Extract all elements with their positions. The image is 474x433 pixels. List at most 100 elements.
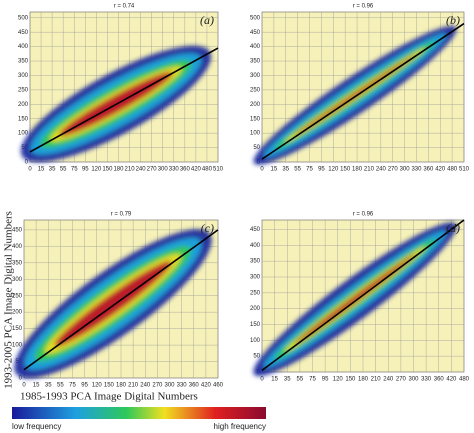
x-tick-label: 420 [191, 167, 202, 173]
x-tick-label: 75 [69, 383, 76, 389]
x-tick-label: 420 [446, 377, 457, 383]
y-tick-label: 450 [12, 227, 23, 233]
y-tick-label: 400 [250, 243, 261, 249]
y-tick-label: 350 [12, 260, 23, 266]
x-tick-label: 75 [71, 167, 78, 173]
x-tick-label: 35 [282, 167, 289, 173]
x-tick-label: 360 [434, 377, 445, 383]
y-tick-label: 150 [250, 322, 261, 328]
x-tick-label: 150 [104, 383, 115, 389]
x-tick-label: 210 [364, 167, 375, 173]
y-tick-label: 250 [18, 87, 29, 93]
y-tick-label: 300 [12, 277, 23, 283]
x-tick-label: 0 [260, 377, 264, 383]
x-tick-label: 35 [284, 377, 291, 383]
x-tick-label: 75 [309, 377, 316, 383]
x-tick-label: 510 [213, 167, 224, 173]
x-tick-label: 300 [408, 377, 419, 383]
x-tick-label: 35 [49, 167, 56, 173]
y-tick-label: 100 [18, 131, 29, 137]
x-tick-label: 120 [92, 383, 103, 389]
y-tick-label: 0 [19, 376, 23, 382]
y-tick-label: 400 [12, 244, 23, 250]
colorbar-low: low frequency [12, 422, 61, 431]
panel-title: r = 0.96 [353, 212, 374, 218]
x-tick-label: 95 [322, 377, 329, 383]
x-tick-label: 240 [140, 383, 151, 389]
colorbar-high: high frequency [214, 422, 266, 431]
x-tick-label: 330 [177, 383, 188, 389]
y-tick-label: 350 [250, 259, 261, 265]
x-tick-label: 210 [371, 377, 382, 383]
x-tick-label: 15 [33, 383, 40, 389]
panel-label: (a) [200, 13, 214, 27]
x-tick-label: 55 [57, 383, 64, 389]
fit-line [29, 47, 219, 153]
x-tick-label: 55 [60, 167, 67, 173]
panel-label: (b) [446, 13, 460, 27]
x-tick-label: 420 [435, 167, 446, 173]
fit-line [261, 219, 465, 372]
x-tick-label: 0 [28, 167, 32, 173]
y-tick-label: 450 [18, 30, 29, 36]
y-tick-label: 0 [25, 160, 29, 166]
y-tick-label: 200 [18, 102, 29, 108]
y-tick-label: 350 [250, 59, 261, 65]
y-tick-label: 150 [250, 116, 261, 122]
x-tick-label: 330 [421, 377, 432, 383]
y-tick-label: 450 [250, 227, 261, 233]
x-axis-label: 1985-1993 PCA Image Digital Numbers [20, 391, 198, 403]
panel-title: r = 0.96 [353, 4, 374, 10]
x-tick-label: 55 [294, 167, 301, 173]
fit-line [261, 22, 465, 160]
y-tick-label: 400 [250, 44, 261, 50]
y-tick-label: 100 [250, 338, 261, 344]
x-tick-label: 240 [136, 167, 147, 173]
x-tick-label: 180 [113, 167, 124, 173]
x-tick-label: 210 [125, 167, 136, 173]
x-tick-label: 300 [400, 167, 411, 173]
y-tick-label: 250 [250, 290, 261, 296]
density-layer [294, 254, 416, 345]
y-tick-label: 50 [253, 145, 260, 151]
x-tick-label: 15 [271, 167, 278, 173]
x-tick-label: 240 [376, 167, 387, 173]
y-tick-label: 500 [18, 15, 29, 21]
x-tick-label: 180 [352, 167, 363, 173]
y-tick-label: 100 [12, 343, 23, 349]
y-tick-label: 150 [12, 326, 23, 332]
y-tick-label: 100 [250, 131, 261, 137]
x-tick-label: 180 [358, 377, 369, 383]
x-tick-label: 120 [333, 377, 344, 383]
x-tick-label: 300 [164, 383, 175, 389]
x-tick-label: 270 [396, 377, 407, 383]
y-tick-label: 250 [250, 87, 261, 93]
x-tick-label: 180 [116, 383, 127, 389]
x-tick-label: 510 [459, 167, 470, 173]
x-tick-label: 420 [201, 383, 212, 389]
x-tick-label: 35 [45, 383, 52, 389]
x-tick-label: 270 [152, 383, 163, 389]
panel-label: (c) [201, 221, 214, 235]
y-tick-label: 150 [18, 116, 29, 122]
x-tick-label: 270 [388, 167, 399, 173]
x-tick-label: 15 [38, 167, 45, 173]
density-cloud [253, 222, 457, 377]
density-layer [54, 261, 172, 347]
panel-title: r = 0.74 [114, 4, 135, 10]
x-tick-label: 120 [91, 167, 102, 173]
x-tick-label: 120 [328, 167, 339, 173]
y-tick-label: 450 [250, 30, 261, 36]
x-tick-label: 240 [383, 377, 394, 383]
x-tick-label: 460 [213, 383, 224, 389]
y-tick-label: 300 [250, 275, 261, 281]
y-tick-label: 400 [18, 44, 29, 50]
y-tick-label: 200 [250, 306, 261, 312]
y-tick-label: 50 [253, 354, 260, 360]
x-tick-label: 0 [260, 167, 264, 173]
y-axis-label: 1993-2005 PCA Image Digital Numbers [3, 211, 15, 389]
x-tick-label: 270 [147, 167, 158, 173]
x-tick-label: 95 [318, 167, 325, 173]
x-tick-label: 480 [447, 167, 458, 173]
